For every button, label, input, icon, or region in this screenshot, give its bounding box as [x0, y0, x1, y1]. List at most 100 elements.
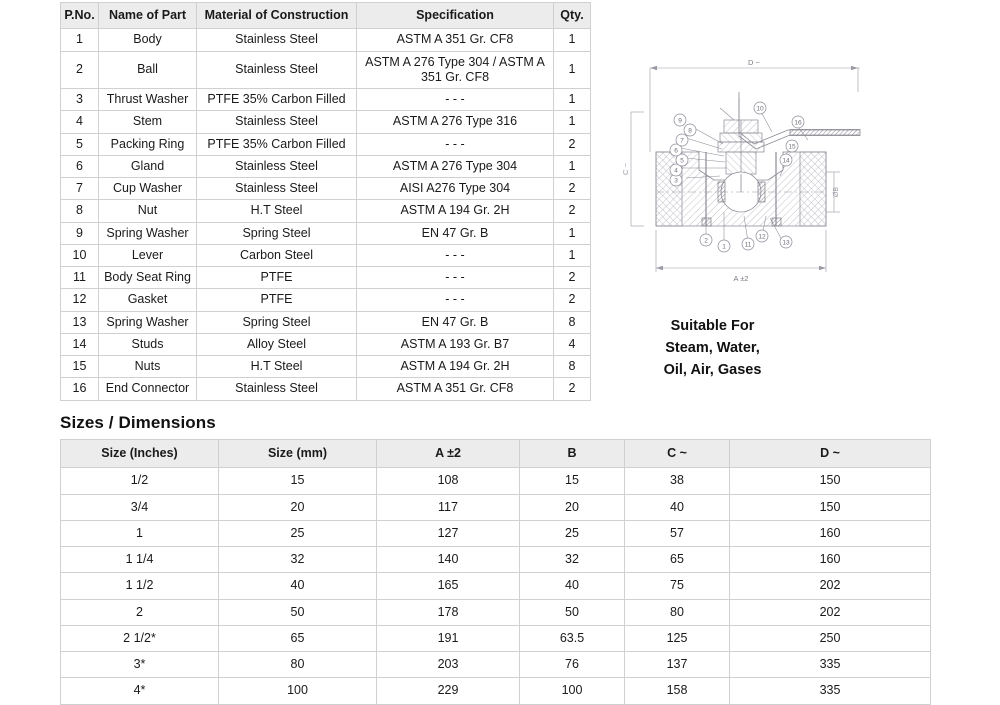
table-row: 12 Gasket PTFE - - -2 [60, 288, 591, 312]
dims-cell-inch: 1 1/2 [60, 572, 219, 600]
dims-cell-a: 229 [376, 677, 520, 705]
dimension-line-A [655, 230, 827, 272]
dims-cell-d: 202 [729, 598, 931, 626]
parts-cell-pno: 2 [60, 50, 99, 89]
parts-cell-material: Spring Steel [196, 221, 357, 245]
parts-cell-spec: ASTM A 276 Type 304 [356, 154, 554, 179]
balloon-label-1: 1 [722, 243, 726, 250]
balloon-circle-2 [699, 233, 713, 247]
parts-cell-qty: 4 [553, 332, 591, 357]
table-row: 4* 100 229 100 158 335 [60, 677, 931, 705]
table-row: 1/2 15 108 15 38 150 [60, 467, 931, 495]
parts-cell-spec: ASTM A 193 Gr. B7 [356, 332, 554, 357]
dims-cell-d: 250 [729, 624, 931, 653]
parts-cell-spec: - - - [356, 265, 554, 290]
parts-cell-material: H.T Steel [196, 199, 357, 223]
dims-cell-inch: 4* [60, 677, 219, 705]
dims-cell-c: 80 [624, 598, 730, 626]
parts-cell-qty: 8 [553, 310, 591, 334]
parts-cell-pno: 1 [60, 28, 99, 52]
dims-cell-b: 76 [519, 650, 625, 679]
end-connector-right [799, 151, 827, 227]
parts-cell-qty: 1 [553, 28, 591, 52]
parts-cell-qty: 2 [553, 288, 591, 312]
parts-cell-material: Stainless Steel [196, 110, 357, 134]
parts-cell-spec: EN 47 Gr. B [356, 310, 554, 334]
parts-cell-material: PTFE 35% Carbon Filled [196, 132, 357, 156]
parts-table: P.No. Name of Part Material of Construct… [60, 1, 591, 401]
dims-cell-d: 160 [729, 545, 931, 574]
table-row: 8 Nut H.T Steel ASTM A 194 Gr. 2H 2 [60, 199, 591, 223]
parts-cell-pno: 5 [60, 132, 99, 156]
parts-header-qty: Qty. [553, 1, 591, 30]
body-seat-ring-right [757, 181, 766, 203]
dims-cell-d: 160 [729, 519, 931, 548]
dims-cell-b: 15 [519, 467, 625, 495]
parts-table-header-row: P.No. Name of Part Material of Construct… [60, 1, 591, 30]
parts-cell-name: Ball [98, 50, 197, 89]
parts-cell-qty: 2 [553, 377, 591, 401]
dims-header-a: A ±2 [376, 438, 520, 469]
table-row: 2 1/2* 65 191 63.5 125 250 [60, 624, 931, 653]
balloon-circle-16 [791, 115, 805, 129]
balloon-label-5: 5 [680, 157, 684, 164]
body-seat-ring-left [717, 181, 726, 203]
dims-cell-a: 117 [376, 493, 520, 521]
dimensions-table-header-row: Size (Inches) Size (mm) A ±2 B C ~ D ~ [60, 438, 931, 469]
dims-cell-d: 335 [729, 650, 931, 679]
parts-cell-spec: - - - [356, 87, 554, 112]
dimension-label-B: ØB [833, 187, 840, 197]
table-row: 4 Stem Stainless Steel ASTM A 276 Type 316 1 [60, 110, 591, 134]
dims-cell-c: 158 [624, 677, 730, 705]
dims-cell-mm: 40 [218, 572, 377, 600]
parts-cell-qty: 2 [553, 199, 591, 223]
nut-left [701, 217, 712, 227]
table-row: 14 Studs Alloy Steel ASTM A 193 Gr. B7 4 [60, 332, 591, 357]
balloon-circle-15 [785, 139, 799, 153]
parts-cell-spec: ASTM A 276 Type 304 / ASTM A 351 Gr. CF8 [356, 50, 554, 89]
dims-cell-c: 40 [624, 493, 730, 521]
balloon-label-2: 2 [704, 237, 708, 244]
table-row: 15 Nuts H.T Steel ASTM A 194 Gr. 2H 8 [60, 354, 591, 379]
parts-cell-pno: 4 [60, 110, 99, 134]
dims-cell-a: 178 [376, 598, 520, 626]
dims-cell-inch: 2 [60, 598, 219, 626]
parts-cell-qty: 1 [553, 110, 591, 134]
balloon-label-12: 12 [758, 233, 766, 240]
parts-cell-pno: 3 [60, 87, 99, 112]
balloon-label-3: 3 [674, 177, 678, 184]
parts-cell-material: PTFE [196, 265, 357, 290]
parts-cell-spec: ASTM A 276 Type 316 [356, 110, 554, 134]
balloon-circle-10 [753, 101, 767, 115]
parts-cell-pno: 13 [60, 310, 99, 334]
balloon-label-4: 4 [674, 167, 678, 174]
dims-cell-a: 140 [376, 545, 520, 574]
table-row: 3/4 20 117 20 40 150 [60, 493, 931, 521]
dimension-line-C [630, 111, 644, 227]
balloon-leaders [679, 107, 809, 244]
parts-cell-name: Spring Washer [98, 310, 197, 334]
parts-cell-qty: 2 [553, 132, 591, 156]
parts-cell-pno: 12 [60, 288, 99, 312]
balloon-label-7: 7 [680, 137, 684, 144]
parts-cell-name: Nut [98, 199, 197, 223]
suitable-for-line-3: Oil, Air, Gases [663, 361, 762, 378]
balloon-circle-14 [779, 153, 793, 167]
parts-cell-name: Body [98, 28, 197, 52]
parts-cell-qty: 1 [553, 50, 591, 89]
nut-right [771, 217, 782, 227]
dimension-label-A: A ±2 [734, 274, 749, 283]
balloon-circle-11 [741, 237, 755, 251]
balloon-label-6: 6 [674, 147, 678, 154]
dims-cell-c: 57 [624, 519, 730, 548]
parts-cell-pno: 8 [60, 199, 99, 223]
parts-cell-spec: - - - [356, 288, 554, 312]
parts-cell-pno: 10 [60, 243, 99, 268]
dims-header-b: B [519, 438, 625, 469]
dims-cell-mm: 50 [218, 598, 377, 626]
dims-cell-inch: 3* [60, 650, 219, 679]
balloon-label-10: 10 [756, 105, 764, 112]
lever-grip [789, 129, 861, 136]
